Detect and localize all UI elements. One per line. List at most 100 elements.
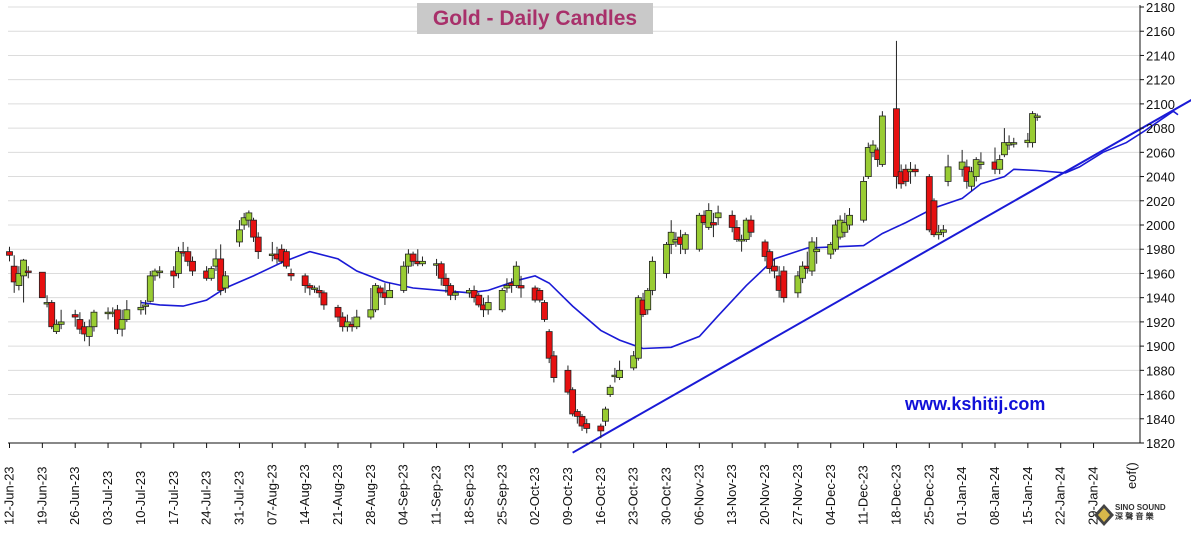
y-tick-label-1900: 1900 <box>1146 339 1175 354</box>
candle-body-11-Jul-23 <box>142 304 149 307</box>
candle-body-28-Nov-23 <box>799 265 806 279</box>
candle-body-09-Oct-23 <box>564 369 572 393</box>
y-tick-label-2180: 2180 <box>1146 0 1175 15</box>
x-tick-label-27-Nov-23: 27-Nov-23 <box>790 464 805 525</box>
x-tick-label-29-Jan-24: 29-Jan-24 <box>1086 466 1101 525</box>
candle-body-29-Aug-23 <box>372 285 379 311</box>
candle-body-13-Jul-23 <box>151 270 159 277</box>
candle-body-30-Nov-23 <box>808 241 816 272</box>
x-tick-label-26-Jun-23: 26-Jun-23 <box>67 466 82 525</box>
moving-average-layer <box>140 110 1179 350</box>
candle-body-19-Sep-23 <box>470 289 478 299</box>
candle-body-04-Oct-23 <box>541 302 548 320</box>
x-tick-label-01-Jan-24: 01-Jan-24 <box>954 466 969 525</box>
candle-body-06-Nov-23 <box>695 214 703 250</box>
candle-body-22-Jun-23 <box>53 323 60 332</box>
axes-layer: 1820 1840 1860 1880 1900 1920 1940 1960 1980 2000… <box>2 0 1175 525</box>
candle-body-22-Dec-23 <box>911 168 919 173</box>
candle-body-26-Oct-23 <box>644 289 652 311</box>
candle-body-17-Aug-23 <box>315 289 323 294</box>
y-tick-label-2060: 2060 <box>1146 145 1175 160</box>
candle-body-05-Jan-24 <box>977 161 985 165</box>
candle-body-25-Aug-23 <box>353 316 361 328</box>
y-tick-label-2000: 2000 <box>1146 218 1175 233</box>
watermark-text: www.kshitij.com <box>905 394 1046 414</box>
candle-body-14-Aug-23 <box>301 275 309 286</box>
candle-body-18-Jul-23 <box>175 251 182 274</box>
candle-body-13-Sep-23 <box>442 277 450 286</box>
candle-body-30-Aug-23 <box>376 287 384 294</box>
candle-body-28-Sep-23 <box>512 265 520 286</box>
candle-body-27-Jun-23 <box>76 319 84 330</box>
x-tick-label-18-Sep-23: 18-Sep-23 <box>461 464 476 525</box>
candle-body-15-Nov-23 <box>738 239 745 242</box>
candle-body-24-Nov-23 <box>780 270 788 299</box>
y-tick-label-2140: 2140 <box>1146 48 1175 63</box>
y-tick-label-1880: 1880 <box>1146 363 1175 378</box>
candle-body-28-Aug-23 <box>367 309 375 318</box>
candle-body-06-Oct-23 <box>550 355 558 378</box>
candle-body-12-Jan-24 <box>1010 142 1018 145</box>
candle-body-23-Jun-23 <box>57 321 65 325</box>
candle-body-07-Dec-23 <box>841 222 849 233</box>
candle-body-17-Jan-24 <box>1033 115 1041 118</box>
candle-body-04-Sep-23 <box>400 265 408 291</box>
candle-body-29-Dec-23 <box>944 166 952 182</box>
x-tick-label-09-Oct-23: 09-Oct-23 <box>560 467 575 525</box>
chart-title-background <box>417 3 653 34</box>
y-tick-label-1840: 1840 <box>1146 412 1175 427</box>
x-tick-label-14-Aug-23: 14-Aug-23 <box>297 464 312 525</box>
candle-body-15-Sep-23 <box>451 292 459 296</box>
candle-body-11-Aug-23 <box>287 273 295 277</box>
candle-body-14-Nov-23 <box>733 227 741 240</box>
candle-body-01-Dec-23 <box>813 248 821 253</box>
candle-body-20-Oct-23 <box>616 369 623 379</box>
candle-body-30-Jun-23 <box>90 311 98 328</box>
candle-body-09-Jan-24 <box>996 159 1004 170</box>
candle-body-10-Oct-23 <box>569 389 577 415</box>
x-tick-label-10-Jul-23: 10-Jul-23 <box>133 471 148 525</box>
x-tick-label-16-Oct-23: 16-Oct-23 <box>593 467 608 525</box>
x-tick-label-18-Dec-23: 18-Dec-23 <box>888 464 903 525</box>
candle-body-03-Nov-23 <box>681 234 689 250</box>
candle-body-26-Dec-23 <box>930 200 938 236</box>
candle-body-30-Oct-23 <box>663 243 670 274</box>
candle-body-17-Oct-23 <box>602 408 609 422</box>
candle-body-21-Nov-23 <box>766 251 774 269</box>
candle-body-10-Jul-23 <box>137 306 145 311</box>
x-tick-label-25-Sep-23: 25-Sep-23 <box>494 464 509 525</box>
candle-body-25-Sep-23 <box>498 289 506 311</box>
x-tick-label-24-Jul-23: 24-Jul-23 <box>199 471 214 525</box>
candle-body-22-Nov-23 <box>771 265 778 272</box>
candle-body-31-Jul-23 <box>236 229 243 243</box>
candle-body-01-Sep-23 <box>386 289 394 299</box>
y-tick-label-1860: 1860 <box>1146 388 1175 403</box>
candle-body-01-Jan-24 <box>958 161 966 170</box>
x-tick-label-17-Jul-23: 17-Jul-23 <box>166 471 181 525</box>
candle-body-27-Dec-23 <box>935 231 943 236</box>
candle-body-28-Jul-23 <box>221 275 229 289</box>
candle-body-18-Oct-23 <box>606 386 614 395</box>
candle-body-15-Dec-23 <box>878 115 886 165</box>
candle-body-17-Nov-23 <box>747 219 755 233</box>
candle-body-14-Jul-23 <box>156 270 164 273</box>
candle-body-20-Jul-23 <box>184 251 192 262</box>
y-tick-label-2080: 2080 <box>1146 121 1175 136</box>
candle-body-11-Dec-23 <box>860 180 867 221</box>
x-tick-label-21-Aug-23: 21-Aug-23 <box>330 464 345 525</box>
candle-body-19-Jun-23 <box>38 271 46 299</box>
x-tick-label-23-Oct-23: 23-Oct-23 <box>626 467 641 525</box>
x-tick-label-03-Jul-23: 03-Jul-23 <box>100 471 115 525</box>
candle-body-29-Sep-23 <box>517 285 525 289</box>
x-tick-label-04-Sep-23: 04-Sep-23 <box>396 464 411 525</box>
candle-body-03-Aug-23 <box>250 219 257 238</box>
candle-body-04-Aug-23 <box>254 236 262 253</box>
y-tick-label-2020: 2020 <box>1146 194 1175 209</box>
candle-body-03-Jan-24 <box>968 171 975 187</box>
chart-title: Gold - Daily Candles <box>432 7 638 30</box>
candle-body-25-Jul-23 <box>207 268 215 279</box>
y-tick-label-2160: 2160 <box>1146 24 1175 39</box>
candle-body-15-Aug-23 <box>306 285 314 289</box>
x-tick-label-12-Jun-23: 12-Jun-23 <box>2 466 17 525</box>
candle-body-02-Aug-23 <box>245 212 253 221</box>
